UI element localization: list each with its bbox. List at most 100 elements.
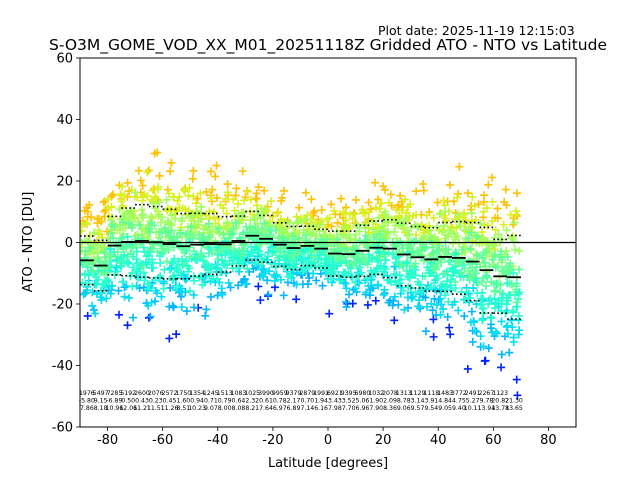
data-point [257, 224, 266, 233]
data-point [426, 254, 435, 263]
data-point [425, 236, 434, 245]
data-point [488, 197, 497, 206]
stats-table-cell: 5.06 [356, 398, 370, 405]
data-point [138, 196, 147, 205]
data-point [502, 293, 511, 302]
data-point [497, 299, 506, 308]
data-point [454, 306, 463, 315]
data-point [378, 221, 387, 230]
data-point [351, 258, 360, 267]
data-point [245, 223, 254, 232]
data-point [467, 245, 476, 254]
data-point [133, 230, 142, 239]
data-point [474, 200, 483, 209]
stats-table-cell: 2600 [134, 390, 150, 397]
data-point [386, 190, 395, 199]
data-point [277, 193, 286, 202]
stats-table-cell: 10.11 [464, 405, 482, 412]
data-point [189, 192, 198, 201]
data-point [160, 265, 169, 274]
data-point [515, 246, 524, 255]
data-point [266, 230, 275, 239]
data-point [418, 272, 427, 281]
data-point [137, 205, 146, 214]
data-point [333, 218, 342, 227]
stats-table-cell: 2076 [148, 390, 164, 397]
bin-statistics [80, 203, 576, 320]
data-point [380, 185, 389, 194]
x-tick-label: -80 [97, 433, 118, 448]
stats-table-cell: 8.78 [397, 398, 411, 405]
data-point [484, 300, 493, 309]
x-tick-label: 80 [540, 433, 557, 448]
stats-table-cell: 0.64 [232, 398, 246, 405]
data-point [371, 296, 380, 305]
stats-table-cell: 21.30 [505, 398, 523, 405]
data-point [189, 166, 198, 175]
data-point [128, 243, 137, 252]
stats-table-cell: 0.23 [149, 398, 163, 405]
data-point [246, 216, 255, 225]
data-point [509, 306, 518, 315]
data-point [472, 300, 481, 309]
data-point [238, 245, 247, 254]
data-point [442, 277, 451, 286]
data-point [263, 276, 272, 285]
data-point [443, 312, 452, 321]
data-point [279, 239, 288, 248]
data-point [346, 264, 355, 273]
stats-table-cell: 2879 [299, 390, 315, 397]
data-point [275, 256, 284, 265]
data-point [213, 250, 222, 259]
stats-table-cell: 8.36 [383, 405, 397, 412]
data-point [414, 223, 423, 232]
data-point [115, 310, 123, 319]
data-point [416, 246, 425, 255]
data-point [192, 199, 201, 208]
data-point [317, 256, 326, 265]
data-point [310, 252, 319, 261]
data-point [371, 178, 380, 187]
data-point [241, 279, 250, 288]
data-point [440, 282, 449, 291]
data-point [388, 301, 397, 310]
stats-table-cell: 1.90 [369, 398, 383, 405]
stats-table-cell: 7.90 [369, 405, 383, 412]
stats-table-cell: 4.84 [438, 398, 452, 405]
data-point [425, 268, 434, 277]
data-point [497, 363, 506, 372]
data-point [432, 300, 441, 309]
data-point [427, 299, 436, 308]
stats-table-cell: 8.51 [176, 405, 190, 412]
data-point [166, 167, 175, 176]
data-point [309, 208, 318, 217]
data-point [428, 243, 437, 252]
data-point [174, 261, 183, 270]
data-point [342, 245, 351, 254]
data-point [102, 227, 111, 236]
data-point [425, 221, 434, 230]
stats-table-cell: 9.05 [438, 405, 452, 412]
data-point [185, 243, 194, 252]
data-point [412, 187, 421, 196]
data-point [368, 253, 377, 262]
data-point [421, 327, 430, 336]
data-point [208, 249, 217, 258]
x-tick-label: -20 [262, 433, 283, 448]
stats-table-cell: 0.78 [273, 398, 287, 405]
stats-table-cell: 0.71 [204, 398, 218, 405]
data-point [164, 245, 173, 254]
data-point [279, 249, 288, 258]
data-point [444, 297, 453, 306]
data-point [505, 348, 514, 357]
data-point [362, 288, 371, 297]
data-point [208, 185, 217, 194]
data-point [451, 249, 460, 258]
data-point [276, 275, 285, 284]
data-point [402, 259, 411, 268]
data-point [223, 218, 232, 227]
stats-table-cell: 1354 [189, 390, 205, 397]
data-point [487, 324, 496, 333]
data-point [400, 305, 409, 314]
data-point [193, 194, 202, 203]
